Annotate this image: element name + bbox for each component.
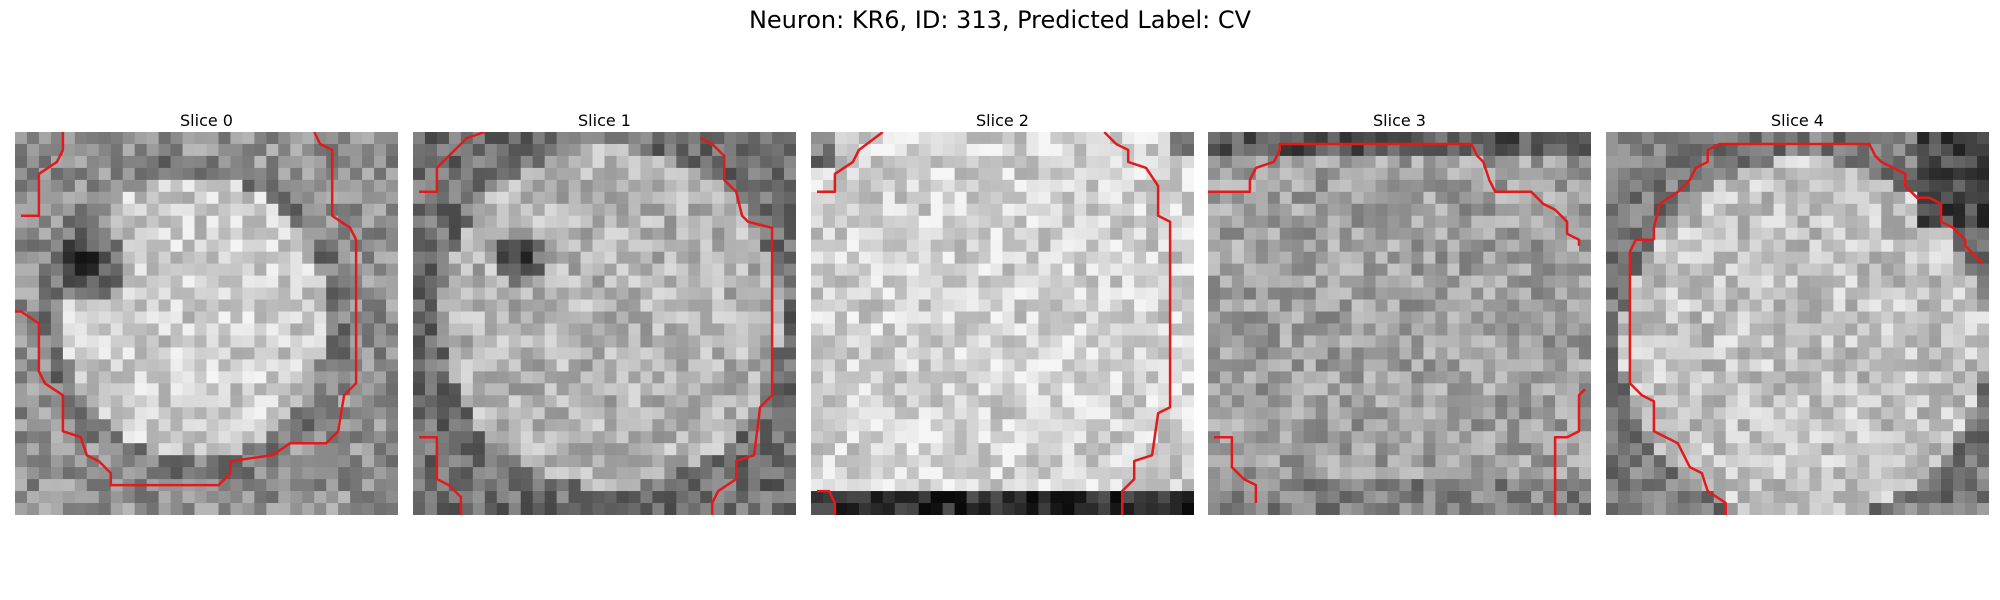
- pixel-grid: [811, 132, 1194, 515]
- pixel-grid: [413, 132, 796, 515]
- microscopy-slice-svg: [1606, 132, 1989, 515]
- pixel-grid: [1208, 132, 1591, 515]
- segmentation-contour: [699, 136, 774, 515]
- segmentation-contour: [1103, 132, 1172, 515]
- segmentation-contour: [21, 132, 65, 218]
- slice-panel-1: Slice 1: [413, 110, 796, 515]
- microscopy-slice-svg: [15, 132, 398, 515]
- pixel-grid: [1606, 132, 1989, 515]
- segmentation-contour: [817, 489, 837, 515]
- slice-image: [811, 132, 1194, 515]
- slice-image: [1208, 132, 1591, 515]
- slice-title: Slice 0: [180, 111, 233, 130]
- slice-image: [413, 132, 796, 515]
- microscopy-slice-svg: [1208, 132, 1591, 515]
- segmentation-contour: [1652, 142, 1984, 265]
- segmentation-contour: [1208, 142, 1581, 246]
- slice-panel-2: Slice 2: [811, 110, 1194, 515]
- slice-image: [1606, 132, 1989, 515]
- segmentation-contour: [1214, 435, 1258, 503]
- slice-panel-4: Slice 4: [1606, 110, 1989, 515]
- segmentation-contour: [1628, 238, 1727, 515]
- segmentation-contour: [419, 132, 486, 194]
- pixel-grid: [15, 132, 398, 515]
- slice-title: Slice 1: [578, 111, 631, 130]
- slice-panel-0: Slice 0: [15, 110, 398, 515]
- slice-panel-3: Slice 3: [1208, 110, 1591, 515]
- slice-title: Slice 4: [1771, 111, 1824, 130]
- slice-image: [15, 132, 398, 515]
- slice-title: Slice 2: [976, 111, 1029, 130]
- segmentation-contour: [15, 132, 358, 487]
- segmentation-contour: [419, 435, 463, 515]
- microscopy-slice-svg: [413, 132, 796, 515]
- microscopy-slice-svg: [811, 132, 1194, 515]
- slice-title: Slice 3: [1373, 111, 1426, 130]
- segmentation-contour: [1553, 388, 1586, 515]
- segmentation-contour: [817, 132, 884, 194]
- figure-title: Neuron: KR6, ID: 313, Predicted Label: C…: [748, 6, 1252, 34]
